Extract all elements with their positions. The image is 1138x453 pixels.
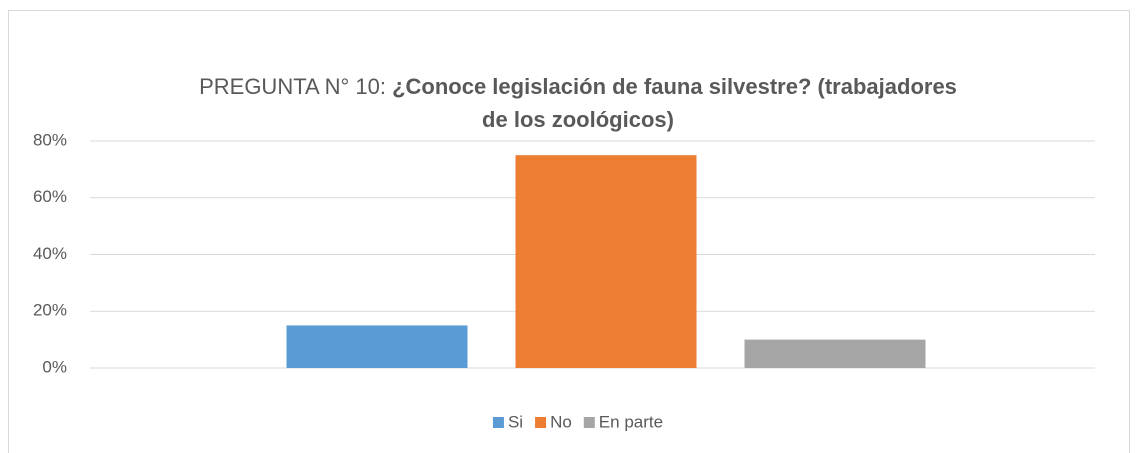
bar bbox=[515, 155, 697, 368]
y-tick-label: 80% bbox=[33, 130, 67, 149]
legend-label: Si bbox=[508, 412, 523, 431]
legend-label: En parte bbox=[599, 412, 663, 431]
legend-swatch bbox=[535, 417, 547, 428]
chart-title: PREGUNTA N° 10: ¿Conoce legislación de f… bbox=[199, 74, 957, 99]
y-tick-label: 20% bbox=[33, 301, 67, 320]
bar bbox=[286, 325, 468, 368]
legend-swatch bbox=[492, 417, 504, 428]
y-tick-label: 40% bbox=[33, 244, 67, 263]
bar bbox=[744, 339, 926, 368]
title-prefix: PREGUNTA N° 10: bbox=[199, 74, 392, 99]
y-tick-label: 60% bbox=[33, 187, 67, 206]
legend-swatch bbox=[583, 417, 595, 428]
legend-label: No bbox=[550, 412, 572, 431]
title-question: ¿Conoce legislación de fauna silvestre? … bbox=[392, 74, 957, 99]
y-tick-label: 0% bbox=[42, 357, 67, 376]
chart-title-line2: de los zoológicos) bbox=[482, 107, 674, 132]
